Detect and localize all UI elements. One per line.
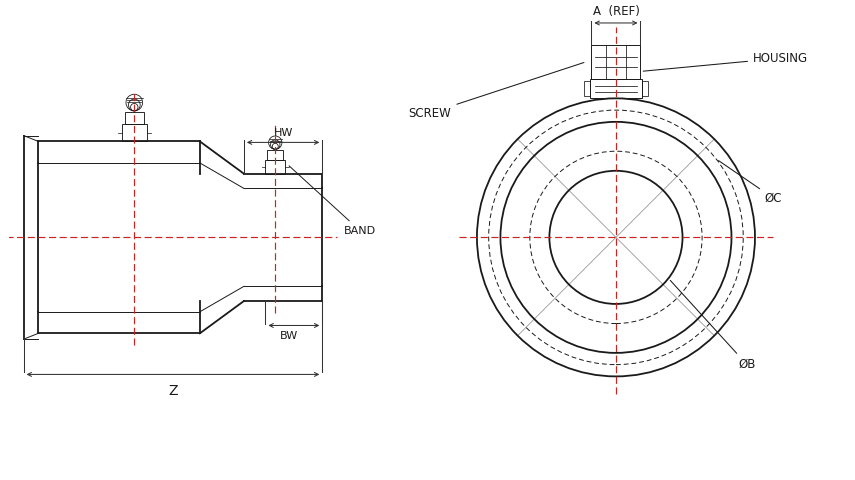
Text: ØB: ØB: [670, 280, 756, 371]
Bar: [125, 112, 144, 124]
Text: ØC: ØC: [718, 161, 782, 204]
Bar: [268, 150, 283, 160]
Bar: [590, 79, 641, 98]
Text: BAND: BAND: [289, 166, 376, 236]
Text: Z: Z: [168, 384, 178, 398]
Text: SCREW: SCREW: [409, 62, 584, 120]
Text: A  (REF): A (REF): [593, 5, 640, 18]
Bar: [641, 81, 647, 96]
Bar: [592, 45, 640, 79]
Bar: [265, 160, 286, 174]
Text: BW: BW: [280, 331, 298, 341]
Text: HW: HW: [274, 128, 292, 137]
Bar: [121, 124, 147, 142]
Bar: [584, 81, 590, 96]
Text: HOUSING: HOUSING: [643, 52, 808, 71]
